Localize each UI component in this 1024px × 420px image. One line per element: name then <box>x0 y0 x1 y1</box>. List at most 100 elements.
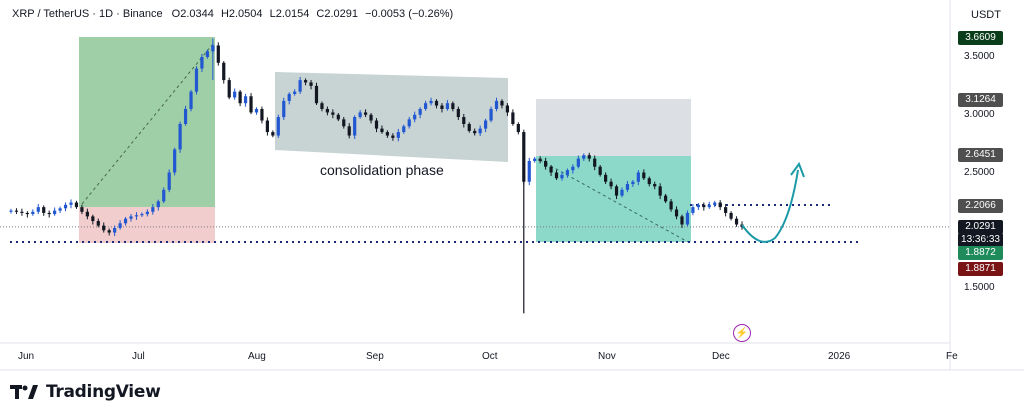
candle-body <box>145 211 149 215</box>
short-trend-dashes <box>539 159 689 243</box>
candle-body <box>729 212 733 219</box>
long-profit-zone <box>79 37 215 207</box>
candle-body <box>31 211 35 215</box>
candle-body <box>451 103 455 109</box>
candle-body <box>593 158 597 167</box>
brand-name: TradingView <box>46 382 161 402</box>
target-zone <box>536 99 691 156</box>
candle-body <box>107 230 111 233</box>
projection-curve <box>741 169 799 243</box>
candle-body <box>118 223 122 228</box>
axis-unit[interactable]: USDT <box>971 9 1001 21</box>
candle-body <box>582 155 586 159</box>
candle-body <box>380 128 384 133</box>
candle-body <box>363 112 368 115</box>
candle-body <box>178 123 182 150</box>
candle-body <box>653 184 657 187</box>
candle-body <box>53 210 57 215</box>
price-axis-label: 3.5000 <box>964 51 995 62</box>
candle-body <box>183 108 188 124</box>
candle-body <box>369 114 373 121</box>
ohlc-high: H2.0504 <box>220 8 263 20</box>
candle-body <box>63 204 68 209</box>
candle-body <box>320 103 324 109</box>
candle-body <box>353 117 357 136</box>
price-tag: 2.0291 <box>958 220 1003 234</box>
candle-body <box>713 202 717 205</box>
candle-body <box>227 80 231 98</box>
candle-body <box>702 204 706 208</box>
consolidation-annotation: consolidation phase <box>320 162 444 178</box>
candle-body <box>598 166 602 175</box>
candle-body <box>314 85 319 104</box>
price-axis-label: 3.0000 <box>964 108 995 120</box>
candle-body <box>205 51 209 57</box>
lightning-icon[interactable]: ⚡ <box>733 324 751 342</box>
time-axis-label: 2026 <box>828 351 851 362</box>
candle-body <box>560 174 564 179</box>
price-tag: 2.6451 <box>958 148 1003 162</box>
time-axis-label: Aug <box>248 351 266 362</box>
candle-body <box>538 158 542 161</box>
candle-body <box>298 80 302 92</box>
time-axis-label: Fe <box>946 351 958 362</box>
candle-body <box>167 172 171 190</box>
candle-body <box>407 119 411 127</box>
candle-body <box>473 130 477 134</box>
candle-body <box>565 170 570 175</box>
price-tag: 3.1264 <box>958 93 1003 107</box>
candle-body <box>478 128 482 134</box>
candle-body <box>254 108 259 113</box>
candle-body <box>440 105 444 109</box>
candle-body <box>58 208 62 211</box>
time-axis-label: Sep <box>366 351 384 362</box>
candle-body <box>222 62 226 81</box>
price-axis-label: 1.5000 <box>964 282 995 293</box>
candle-body <box>691 207 695 213</box>
candle-body <box>20 211 24 213</box>
candle-body <box>636 172 640 182</box>
price-tag: 1.8872 <box>958 246 1003 260</box>
candle-body <box>718 202 722 208</box>
candle-body <box>243 96 248 104</box>
candle-body <box>374 120 379 129</box>
candle-body <box>85 211 89 217</box>
candle-body <box>658 186 662 196</box>
candle-body <box>467 123 471 131</box>
price-tag: 3.6609 <box>958 31 1003 45</box>
tradingview-logo-icon <box>10 385 38 399</box>
candle-body <box>696 204 700 208</box>
candle-body <box>456 108 460 118</box>
candle-body <box>25 212 29 215</box>
candle-body <box>282 100 286 118</box>
candle-body <box>74 202 79 208</box>
candle-body <box>642 172 646 179</box>
tradingview-brand[interactable]: TradingView <box>10 382 161 402</box>
candle-body <box>162 189 166 202</box>
long-trend-dashes <box>81 44 213 205</box>
candle-body <box>734 218 739 225</box>
time-axis-label: Nov <box>598 351 616 362</box>
candle-body <box>347 126 351 136</box>
candle-body <box>276 117 280 136</box>
price-tag: 13:36:33 <box>958 233 1003 247</box>
symbol-name[interactable]: XRP / TetherUS · 1D · Binance <box>12 8 163 20</box>
candle-body <box>385 132 390 136</box>
candle-body <box>527 160 531 182</box>
candle-body <box>544 160 548 167</box>
candle-body <box>522 132 526 182</box>
candle-body <box>336 114 340 120</box>
candle-body <box>511 112 515 124</box>
candle-body <box>233 91 237 98</box>
candle-body <box>402 126 406 133</box>
candle-body <box>396 132 400 138</box>
candle-body <box>724 207 728 213</box>
candle-body <box>358 112 362 118</box>
candle-body <box>664 195 668 202</box>
candle-body <box>271 132 275 136</box>
candle-body <box>418 108 422 115</box>
price-tag: 1.8871 <box>958 262 1003 276</box>
candle-body <box>238 91 242 104</box>
candle-body <box>516 123 520 133</box>
